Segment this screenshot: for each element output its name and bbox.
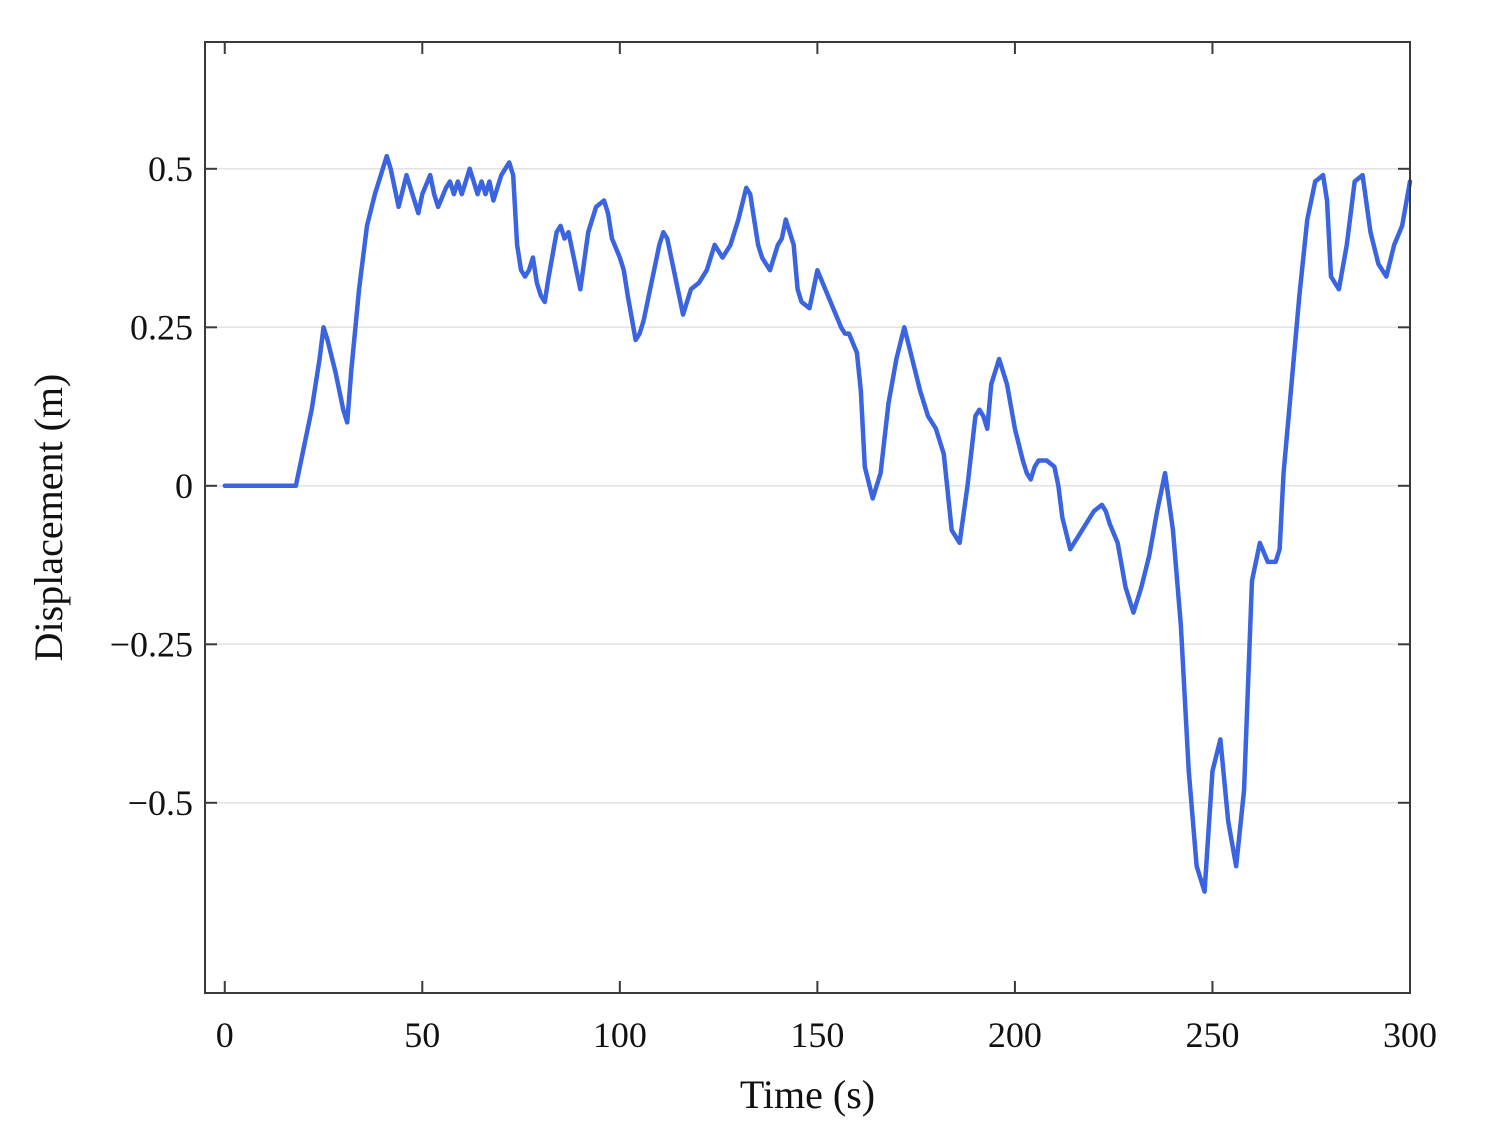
x-tick-label: 0 (216, 1015, 234, 1055)
x-axis-label: Time (s) (740, 1072, 875, 1117)
displacement-series-line (222, 153, 1413, 894)
x-tick-label: 100 (593, 1015, 647, 1055)
y-tick-label: −0.25 (110, 624, 193, 664)
y-tick-label: 0.25 (130, 307, 193, 347)
x-tick-label: 200 (988, 1015, 1042, 1055)
y-tick-labels: −0.5 −0.25 0 0.25 0.5 (110, 149, 193, 823)
x-tick-labels: 0 50 100 150 200 250 300 (216, 1015, 1437, 1055)
y-tick-label: −0.5 (128, 783, 193, 823)
x-tick-label: 250 (1185, 1015, 1239, 1055)
y-tick-label: 0 (175, 466, 193, 506)
y-tick-label: 0.5 (148, 149, 193, 189)
y-axis-label: Displacement (m) (26, 374, 71, 662)
axis-ticks (205, 42, 1411, 993)
plot-frame (204, 41, 1411, 994)
grid-lines (205, 168, 1410, 804)
x-tick-label: 50 (404, 1015, 440, 1055)
x-tick-label: 150 (790, 1015, 844, 1055)
x-tick-label: 300 (1383, 1015, 1437, 1055)
